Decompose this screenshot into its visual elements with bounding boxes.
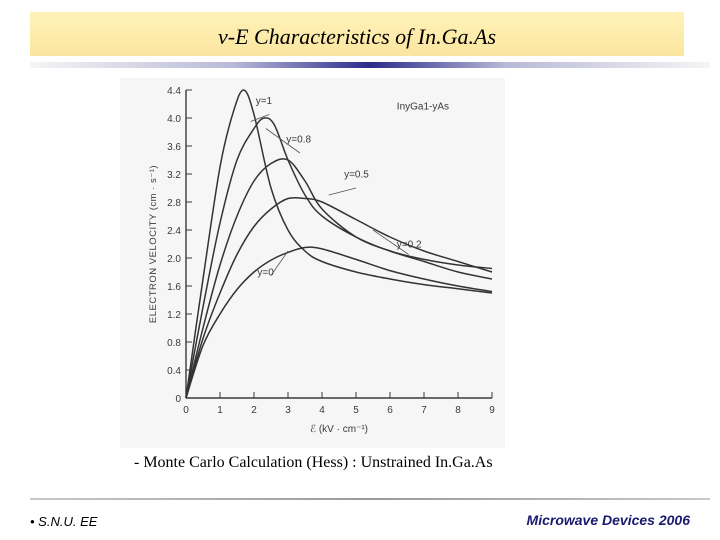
- series-line-2: [185, 158, 493, 399]
- y-tick-label: 2.0: [167, 254, 181, 265]
- slide-title: v-E Characteristics of In.Ga.As: [217, 24, 497, 49]
- y-tick-label: 0.4: [167, 366, 181, 377]
- y-tick-label: 1.2: [167, 310, 181, 321]
- series-leader-line: [265, 128, 301, 154]
- series-label: y=0: [257, 268, 274, 279]
- series-label: y=0.2: [397, 240, 422, 251]
- x-axis-label: ℰ (kV · cm⁻¹): [310, 424, 368, 435]
- y-tick-label: 0: [175, 394, 181, 405]
- y-tick-label: 4.4: [167, 86, 181, 97]
- y-tick-label: 2.4: [167, 226, 181, 237]
- series-line-4: [185, 246, 493, 399]
- series-label: y=0.5: [344, 170, 369, 181]
- x-tick-label: 2: [251, 405, 257, 416]
- series-line-1: [185, 117, 493, 399]
- x-tick-label: 8: [455, 405, 461, 416]
- series-line-0: [185, 89, 493, 399]
- velocity-field-chart: 0 0.4 0.8 1.2 1.6 2.0 2.4 2.8 3.2 3.6 4.0 4.4 0 1 2 3 4 5…: [148, 86, 495, 435]
- y-tick-label: 0.8: [167, 338, 181, 349]
- footer-affiliation: • S.N.U. EE: [30, 514, 97, 529]
- x-tick-label: 9: [489, 405, 495, 416]
- x-tick-label: 4: [319, 405, 325, 416]
- footer-course: Microwave Devices 2006: [526, 512, 690, 528]
- bullet-icon: •: [30, 514, 39, 529]
- chart-caption: - Monte Carlo Calculation (Hess) : Unstr…: [134, 454, 493, 471]
- series-leader-line: [270, 250, 289, 276]
- y-axis-label: ELECTRON VELOCITY (cm · s⁻¹): [148, 165, 159, 323]
- footer-left-text: S.N.U. EE: [38, 514, 98, 529]
- series-leader-line: [372, 229, 409, 255]
- series-leader-line: [328, 187, 357, 196]
- x-tick-label: 5: [353, 405, 359, 416]
- composition-annotation: InyGa1-yAs: [397, 102, 449, 113]
- series-leader-line: [250, 114, 270, 122]
- y-tick-label: 4.0: [167, 114, 181, 125]
- y-tick-label: 3.6: [167, 142, 181, 153]
- x-tick-label: 0: [183, 405, 189, 416]
- footer-divider: [30, 498, 710, 500]
- title-bar: v-E Characteristics of In.Ga.As: [30, 12, 684, 56]
- series-label: y=0.8: [286, 135, 311, 146]
- x-tick-label: 3: [285, 405, 291, 416]
- y-tick-label: 3.2: [167, 170, 181, 181]
- series-label: y=1: [256, 96, 273, 107]
- x-tick-label: 1: [217, 405, 223, 416]
- y-tick-label: 2.8: [167, 198, 181, 209]
- series-line-3: [185, 196, 493, 399]
- y-tick-label: 1.6: [167, 282, 181, 293]
- title-divider: [30, 62, 710, 68]
- x-tick-label: 6: [387, 405, 393, 416]
- x-tick-label: 7: [421, 405, 427, 416]
